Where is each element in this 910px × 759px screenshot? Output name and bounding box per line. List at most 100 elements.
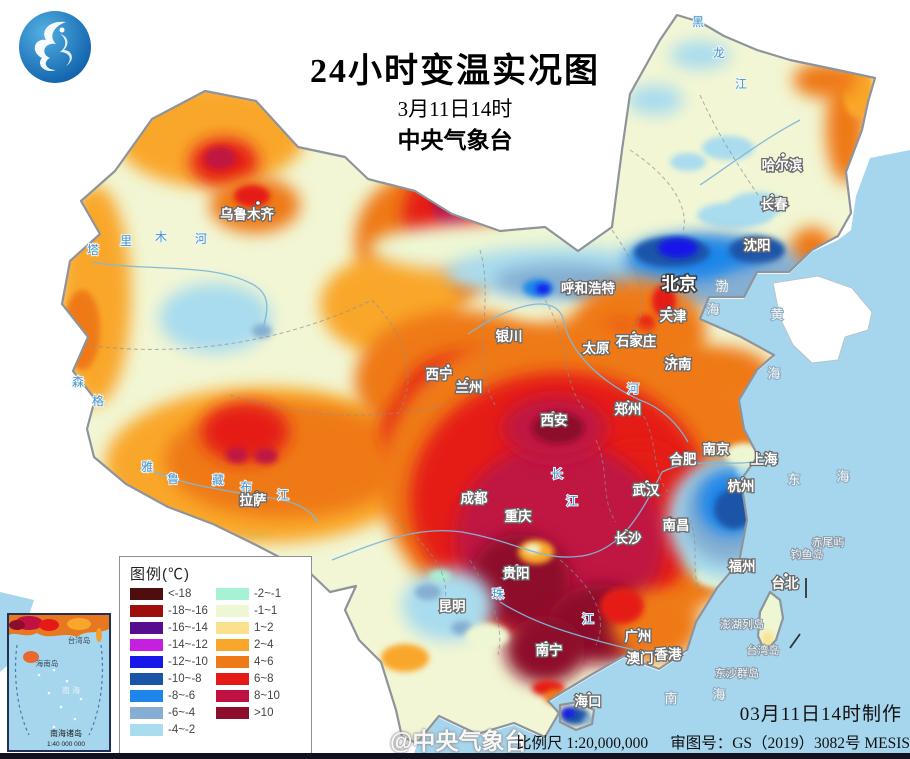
legend-title: 图例(℃) — [130, 566, 190, 583]
city-marker — [623, 528, 629, 534]
temp-region — [532, 412, 584, 444]
legend-item: -1~1 — [215, 604, 281, 617]
temp-region — [381, 644, 429, 672]
city-marker — [666, 305, 672, 311]
legend-range-label: -2~-1 — [253, 587, 282, 600]
sea-label: 渤 — [715, 279, 728, 294]
legend: 图例(℃) <-18 -18~-16 -16~-14 -14~-12 -12~-10 -1… — [119, 556, 312, 754]
city-marker — [740, 558, 746, 564]
river-label: 河 — [627, 382, 639, 396]
cma-logo — [19, 11, 91, 83]
city-marker — [631, 330, 637, 336]
weibo-icon — [364, 729, 385, 750]
city-label: 西安 — [539, 410, 569, 429]
bottom-border-bar — [0, 753, 910, 759]
temp-region — [627, 85, 683, 115]
river-label: 江 — [566, 494, 578, 508]
legend-swatch — [130, 689, 163, 702]
city-marker — [514, 563, 520, 569]
sea-label: 海 — [712, 687, 725, 702]
city-label: 呼和浩特 — [560, 278, 617, 297]
island-label: 澎湖列岛 — [720, 617, 764, 631]
city-label: 太原 — [581, 339, 611, 358]
temp-region — [536, 284, 550, 294]
inset-label: 1:40 000 000 — [47, 741, 85, 748]
city-label: 杭州 — [726, 476, 756, 495]
city-label: 长春 — [759, 193, 789, 213]
legend-range-label: -1~1 — [253, 604, 278, 617]
city-marker — [661, 274, 667, 280]
inset-islands — [37, 668, 83, 729]
sea-label: 东 — [787, 472, 800, 487]
city-marker — [717, 441, 723, 447]
city-marker — [644, 479, 650, 485]
river-label: 里 — [120, 234, 132, 248]
inset-taiwan — [96, 628, 102, 642]
city-marker — [255, 200, 261, 206]
city-name: 天津 — [660, 308, 688, 324]
legend-item: -2~-1 — [215, 587, 282, 600]
city-name: 广州 — [625, 628, 652, 644]
city-name: 太原 — [583, 340, 611, 356]
city-label: 澳门 — [625, 649, 655, 668]
river-label: 河 — [195, 232, 207, 246]
inset-label: 海南岛 — [36, 658, 59, 668]
city-name: 福州 — [728, 558, 756, 574]
map-title: 24小时变温实况图 — [310, 53, 600, 90]
legend-item: -16~-14 — [130, 621, 208, 634]
legend-swatch — [215, 621, 249, 634]
legend-item: -10~-8 — [130, 672, 208, 685]
city-label: 贵阳 — [501, 563, 531, 582]
legend-swatch — [130, 604, 163, 617]
city-name: 南昌 — [663, 517, 690, 533]
temp-region — [429, 570, 451, 582]
korea-landmass — [772, 275, 873, 364]
temp-region — [697, 202, 773, 228]
city-label: 重庆 — [503, 507, 533, 526]
sea-label: 黄 — [770, 307, 783, 322]
city-label: 南宁 — [534, 640, 564, 659]
city-marker — [659, 646, 665, 652]
legend-item: -18~-16 — [130, 604, 208, 617]
city-name: 拉萨 — [240, 492, 267, 508]
city-marker — [780, 152, 786, 158]
river-label: 木 — [155, 230, 167, 244]
city-marker — [602, 340, 608, 346]
inset-label: 台湾岛 — [68, 635, 91, 645]
city-name: 西宁 — [426, 366, 453, 382]
city-marker — [464, 376, 470, 382]
city-name: 贵阳 — [503, 565, 530, 581]
city-label: 上海 — [749, 450, 779, 469]
city-name: 沈阳 — [744, 237, 771, 253]
city-label: 沈阳 — [742, 236, 772, 255]
river-label: 江 — [582, 612, 594, 626]
temp-region — [505, 616, 585, 684]
legend-swatch — [215, 689, 249, 702]
review-number-text: 审图号：GS（2019）3082号 MESIS3.0 — [670, 735, 910, 752]
city-name: 武汉 — [633, 482, 661, 498]
legend-range-label: -12~-10 — [168, 655, 208, 668]
legend-item: 4~6 — [215, 655, 281, 668]
legend-swatch — [130, 621, 163, 634]
city-label: 银川 — [494, 326, 524, 345]
sea-label: 海 — [767, 366, 780, 381]
map-date: 3月11日14时 — [397, 97, 513, 121]
legend-swatch — [215, 587, 249, 600]
river-label: 黑 — [692, 15, 704, 29]
temp-region — [254, 448, 278, 464]
city-label: 香港 — [652, 645, 683, 664]
temp-region — [234, 185, 270, 207]
city-name: 北京 — [662, 274, 697, 294]
legend-column-positive: -2~-1 -1~1 1~2 2~4 4~6 6~8 8~10 >10 — [215, 587, 282, 736]
weibo-watermark: @中央气象台 — [362, 722, 527, 756]
legend-swatch — [130, 638, 163, 651]
city-label: 郑州 — [613, 399, 643, 418]
watermark-text: @中央气象台 — [390, 728, 528, 754]
city-marker — [683, 450, 689, 456]
legend-range-label: 4~6 — [253, 655, 274, 668]
city-marker — [769, 193, 775, 199]
legend-swatch — [130, 672, 163, 685]
legend-item: -12~-10 — [130, 655, 208, 668]
city-label: 广州 — [623, 627, 653, 646]
